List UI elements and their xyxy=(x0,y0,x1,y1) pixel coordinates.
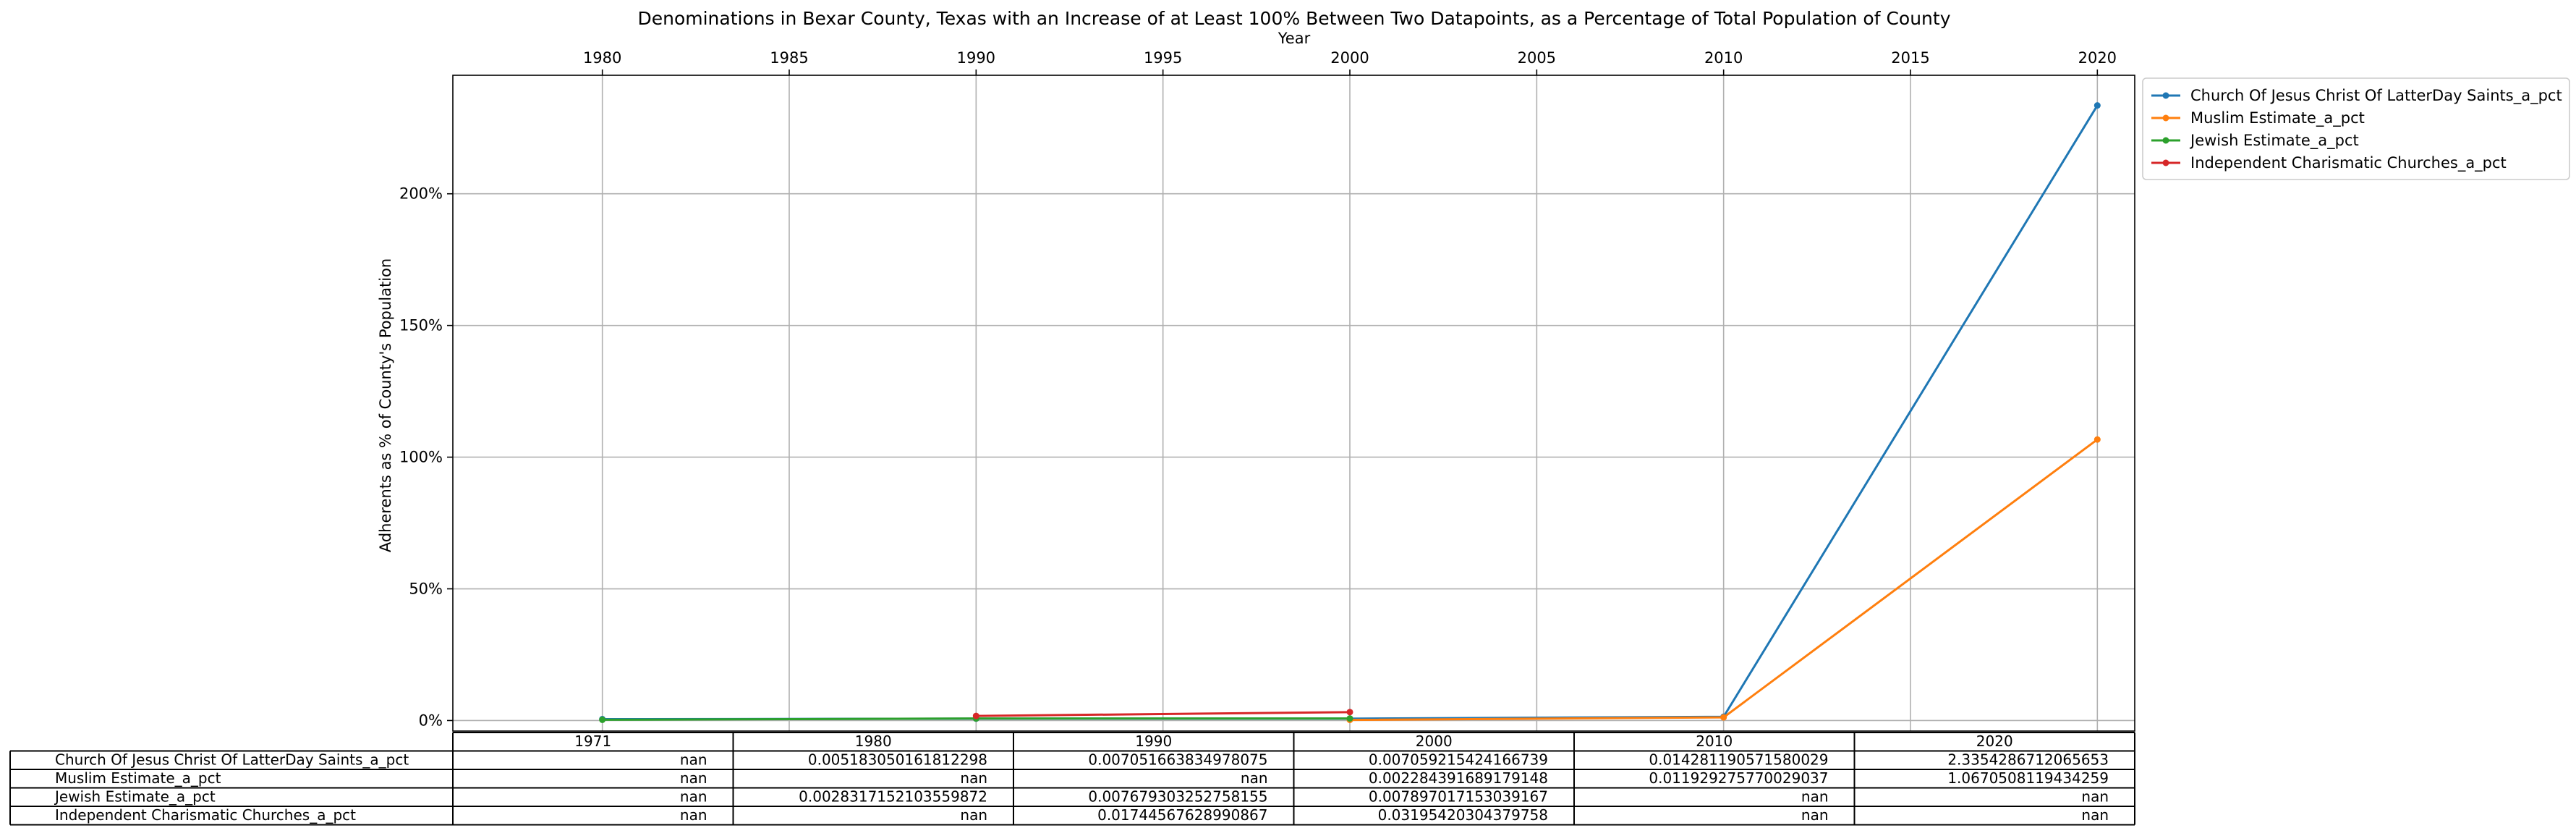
x-tick-label: 1985 xyxy=(770,49,808,67)
x-tick-label: 1980 xyxy=(583,49,621,67)
data-point xyxy=(599,716,606,723)
legend-label: Muslim Estimate_a_pct xyxy=(2190,109,2365,127)
table-cell: nan xyxy=(680,806,707,824)
table-cell: nan xyxy=(680,788,707,806)
table-cell: 0.011929275770029037 xyxy=(1649,769,1828,787)
table-cell: 0.007051663834978075 xyxy=(1088,751,1267,769)
x-tick-label: 2010 xyxy=(1704,49,1743,67)
table-cell: 0.03195420304379758 xyxy=(1378,806,1548,824)
legend-label: Church Of Jesus Christ Of LatterDay Sain… xyxy=(2190,87,2562,105)
legend-box xyxy=(2142,77,2570,180)
table-cell: nan xyxy=(2081,806,2109,824)
table-cell: 0.0028317152103559872 xyxy=(799,788,987,806)
series-layer xyxy=(599,102,2101,724)
table-header-cell: 2020 xyxy=(1976,732,2013,750)
table-cell: 0.014281190571580029 xyxy=(1649,751,1828,769)
table-cell: nan xyxy=(680,751,707,769)
table-row-label: Jewish Estimate_a_pct xyxy=(54,788,216,806)
table-row-label: Muslim Estimate_a_pct xyxy=(55,769,221,787)
table-cell: 0.007897017153039167 xyxy=(1369,788,1548,806)
data-point xyxy=(2093,436,2101,443)
legend-marker xyxy=(2162,92,2169,99)
x-tick-label: 1995 xyxy=(1144,49,1182,67)
table-cell: nan xyxy=(680,769,707,787)
x-tick-label: 2000 xyxy=(1330,49,1369,67)
table-cell: nan xyxy=(2081,788,2109,806)
table-row-label: Church Of Jesus Christ Of LatterDay Sain… xyxy=(55,751,409,769)
data-table: 1971 1980 1990 2000 2010 2020 Church Of Jesus … xyxy=(9,732,2135,826)
table-cell: nan xyxy=(1801,788,1829,806)
table-cell: 0.005183050161812298 xyxy=(808,751,987,769)
series-line xyxy=(976,711,1351,717)
x-tick-label: 2005 xyxy=(1518,49,1556,67)
data-point xyxy=(2093,102,2101,109)
table-cell: 0.01744567628990867 xyxy=(1097,806,1267,824)
y-tick-label: 200% xyxy=(399,185,443,203)
table-header-cell: 1980 xyxy=(855,732,892,750)
table-cell: 0.007059215424166739 xyxy=(1369,751,1548,769)
legend-marker xyxy=(2162,137,2169,144)
table-header-cell: 2000 xyxy=(1416,732,1453,750)
legend: Church Of Jesus Christ Of LatterDay Sain… xyxy=(2142,77,2570,180)
table-header-cell: 1990 xyxy=(1135,732,1172,750)
y-tick-label: 150% xyxy=(399,317,443,334)
data-point xyxy=(972,712,979,719)
data-point xyxy=(1720,714,1727,721)
y-tick-label: 100% xyxy=(399,449,443,466)
x-tick-label: 1990 xyxy=(957,49,995,67)
legend-marker xyxy=(2162,114,2169,122)
table-header-cell: 1971 xyxy=(574,732,611,750)
grid-layer xyxy=(453,75,2135,731)
table-cell: 0.007679303252758155 xyxy=(1088,788,1267,806)
x-tick-label: 2015 xyxy=(1891,49,1929,67)
legend-label: Jewish Estimate_a_pct xyxy=(2189,132,2359,150)
legend-label: Independent Charismatic Churches_a_pct xyxy=(2190,154,2507,172)
table-cell: nan xyxy=(960,806,987,824)
data-point xyxy=(1346,709,1353,716)
data-point xyxy=(1346,715,1353,722)
table-cell: 0.002284391689179148 xyxy=(1369,769,1548,787)
table-cell: 1.0670508119434259 xyxy=(1947,769,2109,787)
y-tick-label: 50% xyxy=(409,580,443,598)
x-tick-label: 2020 xyxy=(2078,49,2117,67)
x-axis-label: Year xyxy=(1278,30,1311,47)
table-cell: nan xyxy=(960,769,987,787)
plot-frame xyxy=(452,75,2135,732)
chart-title: Denominations in Bexar County, Texas wit… xyxy=(637,8,1950,29)
table-header-cell: 2010 xyxy=(1696,732,1733,750)
table-cell: nan xyxy=(1801,806,1829,824)
y-tick-label: 0% xyxy=(419,712,443,729)
tick-layer: 1980 1985 1990 1995 2000 2005 2010 2015 2020 0% 50… xyxy=(399,49,2117,729)
legend-marker xyxy=(2162,159,2169,166)
y-axis-label: Adherents as % of County's Population xyxy=(377,258,394,552)
table-cell: nan xyxy=(1241,769,1268,787)
table-cell: 2.3354286712065653 xyxy=(1947,751,2109,769)
table-row-label: Independent Charismatic Churches_a_pct xyxy=(55,806,356,824)
